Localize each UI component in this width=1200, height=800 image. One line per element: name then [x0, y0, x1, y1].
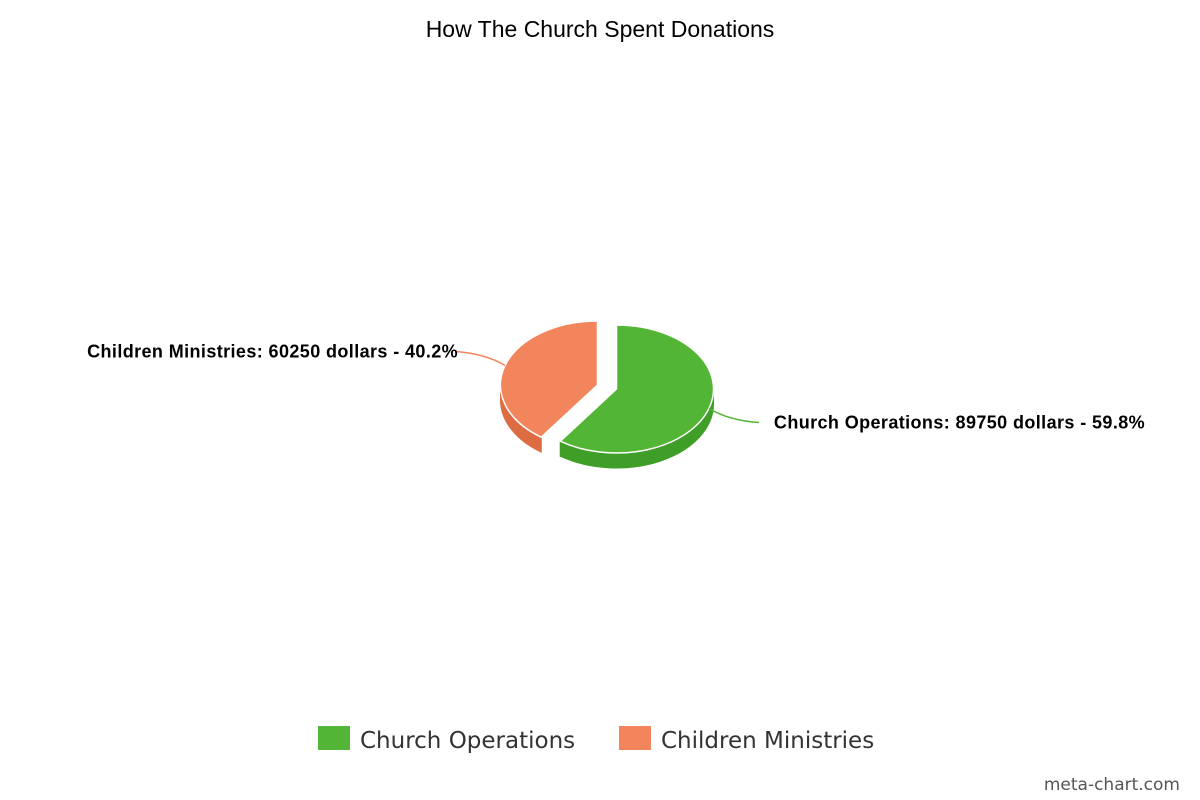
chart-title: How The Church Spent Donations	[426, 16, 775, 42]
legend-label-children-ministries: Children Ministries	[661, 728, 874, 754]
pie-slice-church-operations[interactable]	[559, 324, 715, 454]
legend-item-children-ministries[interactable]: Children Ministries	[619, 726, 874, 754]
watermark: meta-chart.com	[1044, 775, 1180, 795]
legend-swatch-children-ministries	[619, 726, 651, 750]
data-label-church-operations: Church Operations: 89750 dollars - 59.8%	[774, 412, 1145, 432]
label-connector-church-operations	[708, 407, 759, 424]
slice-labels: Church Operations: 89750 dollars - 59.8%…	[87, 342, 1145, 433]
data-label-children-ministries: Children Ministries: 60250 dollars - 40.…	[87, 342, 458, 362]
legend-swatch-church-operations	[318, 726, 350, 750]
pie-plot	[499, 320, 715, 469]
legend: Church Operations Children Ministries	[318, 726, 874, 754]
legend-label-church-operations: Church Operations	[360, 728, 575, 754]
label-connector-children-ministries	[455, 350, 506, 367]
pie-slice-children-ministries[interactable]	[499, 320, 599, 438]
legend-item-church-operations[interactable]: Church Operations	[318, 726, 575, 754]
